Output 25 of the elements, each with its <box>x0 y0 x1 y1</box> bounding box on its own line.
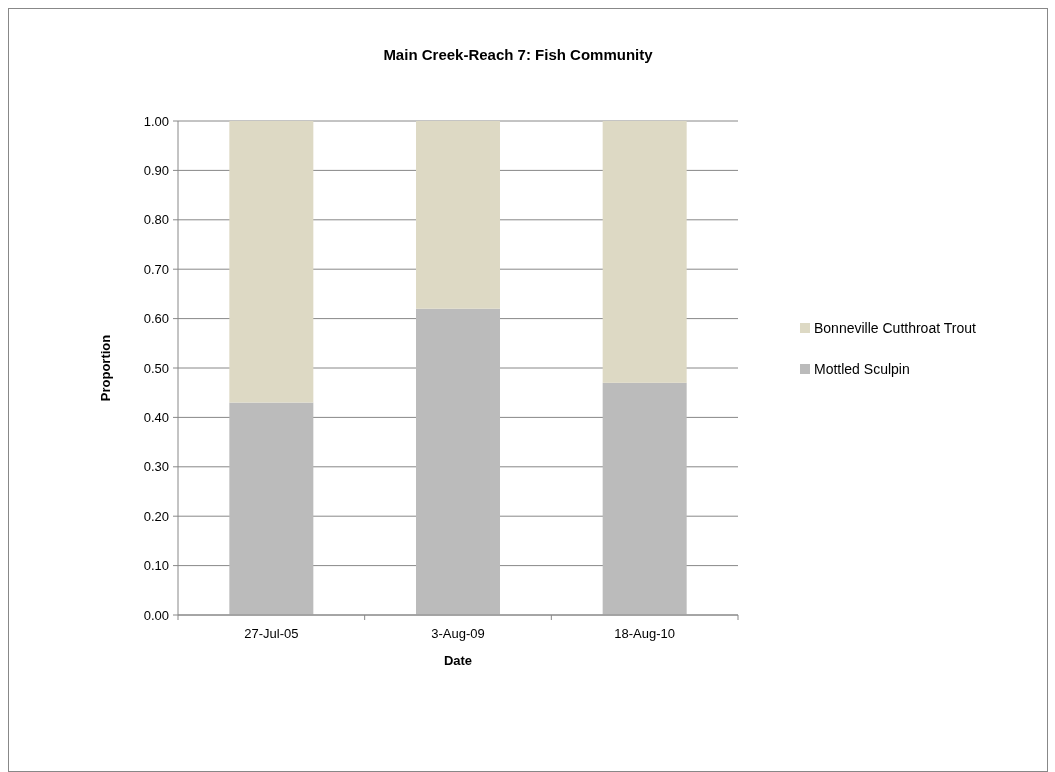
legend-label: Mottled Sculpin <box>814 360 910 377</box>
bar <box>229 121 314 403</box>
x-axis-title: Date <box>443 653 473 668</box>
bar <box>602 121 687 383</box>
x-tick-label: 18-Aug-10 <box>614 626 676 641</box>
chart-title: Main Creek-Reach 7: Fish Community <box>383 46 654 63</box>
y-tick-label: 0.30 <box>143 459 169 475</box>
bar <box>229 402 314 615</box>
y-tick-label: 0.10 <box>143 558 169 574</box>
bar <box>416 121 500 309</box>
y-tick-label: 0.80 <box>143 212 169 228</box>
legend-label: Bonneville Cutthroat Trout <box>814 319 976 336</box>
y-tick-label: 0.50 <box>143 360 169 376</box>
y-tick-label: 0.60 <box>143 311 169 327</box>
x-tick-label: 27-Jul-05 <box>244 626 299 641</box>
y-tick-label: 0.40 <box>143 409 169 425</box>
y-tick-label: 0.90 <box>143 162 169 178</box>
y-tick-label: 1.00 <box>143 113 169 129</box>
x-tick-label: 3-Aug-09 <box>431 626 485 641</box>
y-axis-title: Proportion <box>98 334 113 402</box>
bar <box>602 382 687 615</box>
y-tick-label: 0.20 <box>143 508 169 524</box>
y-tick-label: 0.00 <box>143 607 169 623</box>
y-tick-label: 0.70 <box>143 261 169 277</box>
bar <box>416 308 500 615</box>
